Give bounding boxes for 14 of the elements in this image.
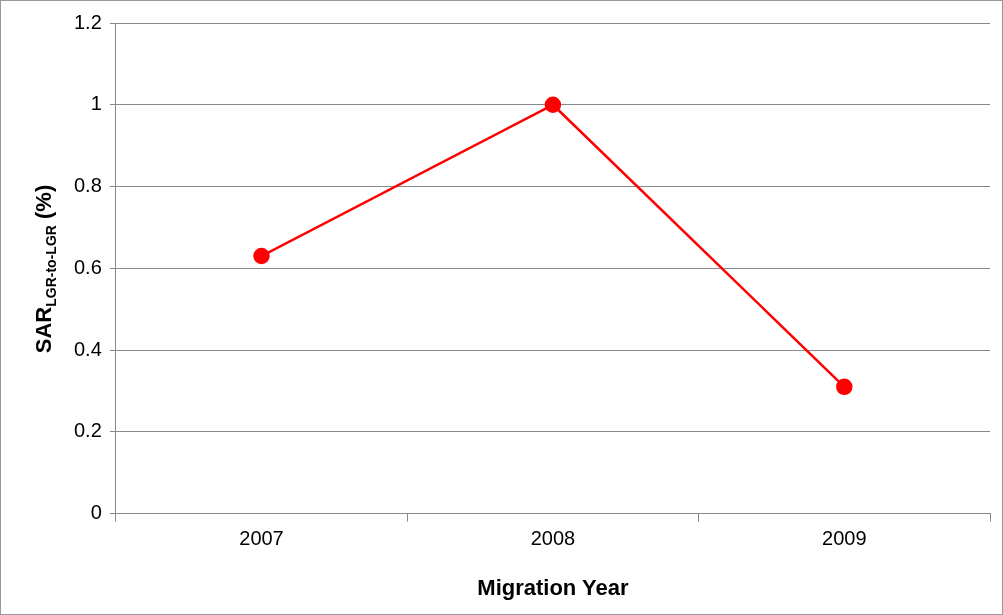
y-tick-label: 0.2 (73, 419, 102, 442)
point (253, 247, 270, 265)
y-tick-label: 1.2 (73, 10, 102, 33)
x-tick-label: 2007 (239, 527, 284, 550)
point (544, 96, 562, 114)
y-tick-label: 0.6 (73, 255, 102, 278)
x-axis-title: Migration Year (477, 574, 629, 600)
x-tick-label: 2008 (530, 527, 576, 550)
y-tick-label: 0.4 (73, 337, 102, 360)
point (836, 378, 853, 396)
y-tick-label: 0 (90, 501, 102, 524)
y-tick-label: 0.8 (73, 174, 102, 197)
y-tick-label: 1 (90, 92, 102, 115)
x-tick-label: 2009 (822, 527, 867, 550)
